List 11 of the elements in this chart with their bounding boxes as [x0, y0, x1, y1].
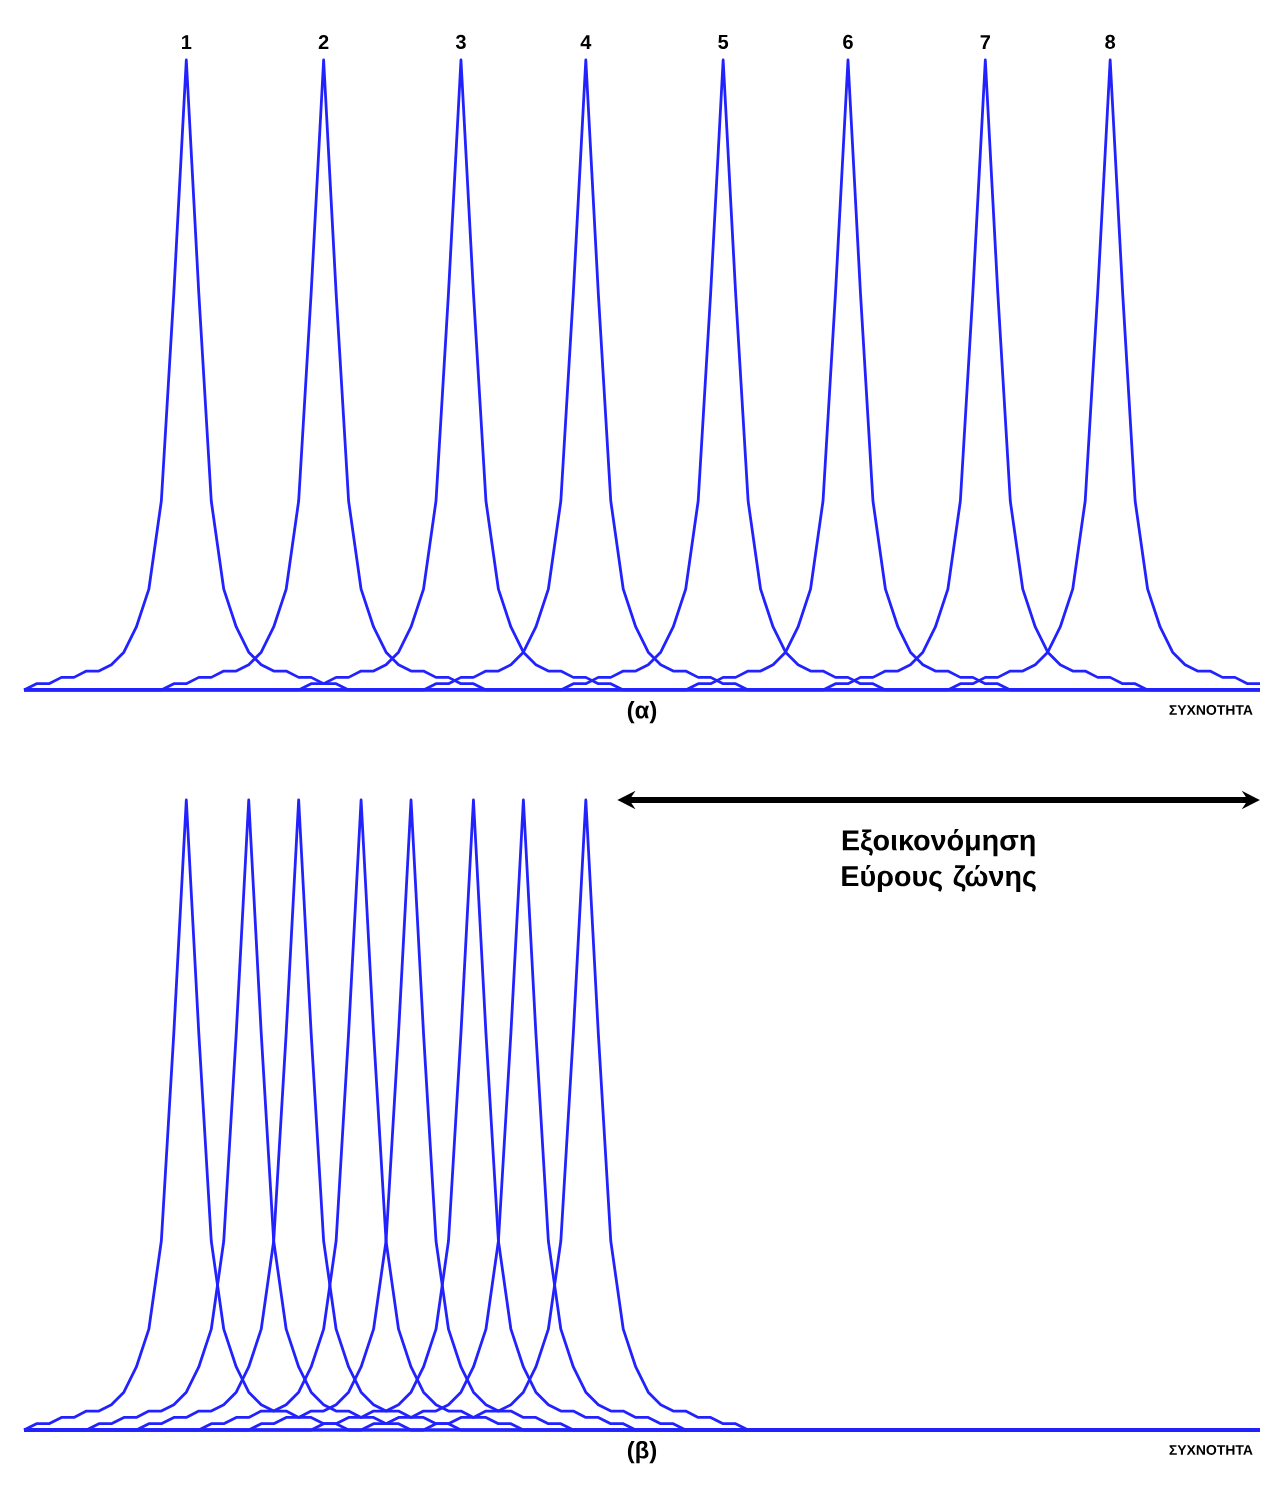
- series-label: 6: [843, 34, 853, 49]
- series-label: 1: [182, 35, 192, 49]
- series-label: 8: [1105, 34, 1116, 49]
- text: (α): [627, 701, 657, 724]
- series-label: 4: [580, 35, 592, 49]
- annotation: Εξοικονόμηση Εύρους ζώνης: [842, 829, 1036, 893]
- series-label: 2: [318, 35, 329, 49]
- series-label: 5: [718, 35, 729, 49]
- series-label: 3: [455, 34, 466, 49]
- series-label: 7: [980, 35, 990, 49]
- text: (β): [627, 1441, 657, 1464]
